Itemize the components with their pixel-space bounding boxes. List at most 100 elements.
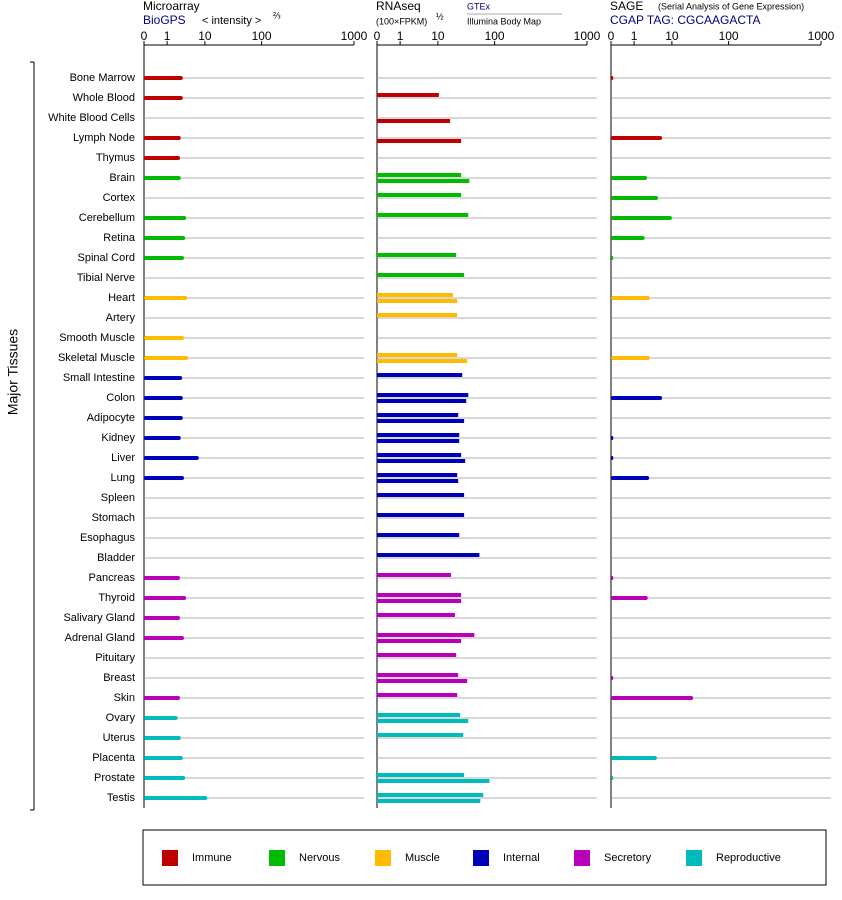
bar <box>377 473 458 477</box>
bar <box>377 373 463 377</box>
unit-exponent: ⅔ <box>273 10 281 20</box>
x-tick-label: 1 <box>631 29 638 43</box>
bar <box>611 256 614 260</box>
legend-swatch <box>686 850 702 866</box>
bar <box>377 573 451 577</box>
bar <box>144 176 181 180</box>
legend-label: Secretory <box>604 852 652 864</box>
x-tick-label: 1000 <box>341 29 368 43</box>
bar <box>144 616 181 620</box>
bar <box>377 413 459 417</box>
bar <box>611 216 672 220</box>
category-label: Small Intestine <box>63 372 135 384</box>
bar <box>611 436 614 440</box>
bar <box>144 756 183 760</box>
legend-label: Reproductive <box>716 852 781 864</box>
bar <box>611 476 650 480</box>
bar <box>144 796 208 800</box>
unit: < intensity > <box>202 15 261 27</box>
bar <box>377 393 469 397</box>
category-label: Thymus <box>96 152 136 164</box>
bar <box>377 419 465 423</box>
category-label: Stomach <box>92 512 135 524</box>
panel-title: RNAseq <box>376 0 421 13</box>
bar <box>144 136 181 140</box>
unit: (100×FPKM) <box>376 16 427 26</box>
bar <box>377 733 464 737</box>
bar <box>611 756 657 760</box>
x-tick-label: 100 <box>252 29 272 43</box>
x-tick-label: 0 <box>374 29 381 43</box>
x-tick-label: 0 <box>608 29 615 43</box>
bar <box>611 576 614 580</box>
bar <box>377 613 455 617</box>
category-label: Heart <box>108 292 135 304</box>
category-label: Cerebellum <box>79 212 135 224</box>
bar <box>377 533 460 537</box>
bar <box>377 693 458 697</box>
bar <box>377 479 459 483</box>
bar <box>611 456 614 460</box>
category-label: Lung <box>111 472 135 484</box>
category-label: White Blood Cells <box>48 112 135 124</box>
legend-label: Muscle <box>405 852 440 864</box>
bar <box>377 173 462 177</box>
bar <box>377 453 462 457</box>
bar <box>377 773 465 777</box>
x-tick-label: 1 <box>164 29 171 43</box>
bar <box>144 396 183 400</box>
bar <box>611 196 659 200</box>
bar <box>377 639 462 643</box>
legend-swatch <box>375 850 391 866</box>
x-tick-label: 100 <box>485 29 505 43</box>
legend-label: Internal <box>503 852 540 864</box>
bar <box>144 776 186 780</box>
bar <box>144 96 183 100</box>
category-label: Retina <box>103 232 136 244</box>
category-label: Bone Marrow <box>70 72 135 84</box>
bar <box>377 213 469 217</box>
category-label: Breast <box>103 672 135 684</box>
bar <box>144 216 187 220</box>
bar <box>377 179 470 183</box>
category-label: Skin <box>114 692 135 704</box>
bar <box>144 696 181 700</box>
legend-label: Nervous <box>299 852 340 864</box>
category-label: Uterus <box>103 732 136 744</box>
bar <box>377 599 462 603</box>
bar <box>377 673 459 677</box>
series-name: Illumina Body Map <box>467 16 541 26</box>
category-label: Prostate <box>94 772 135 784</box>
bar <box>611 236 645 240</box>
bar <box>144 456 199 460</box>
bar <box>611 776 614 780</box>
bar <box>377 779 490 783</box>
legend-label: Immune <box>192 852 232 864</box>
bar <box>144 436 181 440</box>
category-label: Liver <box>111 452 135 464</box>
bar <box>144 156 181 160</box>
bar <box>144 336 185 340</box>
bar <box>144 736 181 740</box>
bar <box>144 356 189 360</box>
bar <box>377 293 454 297</box>
bar <box>377 719 469 723</box>
bar <box>611 396 663 400</box>
bar <box>144 576 181 580</box>
category-label: Testis <box>107 792 136 804</box>
bar <box>377 493 465 497</box>
category-label: Bladder <box>97 552 135 564</box>
x-tick-label: 1000 <box>808 29 835 43</box>
x-tick-label: 10 <box>431 29 445 43</box>
bar <box>144 296 188 300</box>
bar <box>377 799 481 803</box>
category-label: Adipocyte <box>87 412 135 424</box>
category-label: Skeletal Muscle <box>58 352 135 364</box>
bar <box>377 139 462 143</box>
panel-title: Microarray <box>143 0 200 13</box>
bar <box>144 256 185 260</box>
bar <box>144 636 185 640</box>
bar <box>377 399 467 403</box>
bar <box>377 359 468 363</box>
